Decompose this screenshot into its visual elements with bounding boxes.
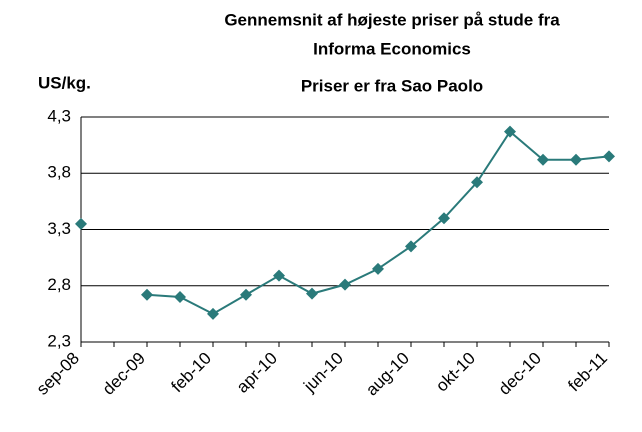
data-point xyxy=(273,269,285,282)
data-point xyxy=(306,287,318,300)
data-point xyxy=(174,291,186,303)
y-tick-label: 4,3 xyxy=(47,106,71,125)
data-point xyxy=(372,262,384,275)
x-tick-label: dec-09 xyxy=(99,349,149,399)
data-point xyxy=(504,125,516,138)
chart-title: Gennemsnit af højeste priser på stude fr… xyxy=(224,10,560,29)
data-point xyxy=(537,153,549,166)
data-point xyxy=(141,288,153,301)
x-tick-label: apr-10 xyxy=(233,349,281,397)
x-tick-label: jun-10 xyxy=(299,349,347,397)
x-tick-label: aug-10 xyxy=(362,349,413,400)
data-point xyxy=(240,288,252,301)
x-tick-label: feb-11 xyxy=(564,349,611,396)
y-tick-label: 3,8 xyxy=(47,163,71,182)
y-tick-label: 2,8 xyxy=(47,275,71,294)
x-tick-label: okt-10 xyxy=(432,349,479,396)
y-axis-label: US/kg. xyxy=(38,73,91,92)
data-point xyxy=(438,212,450,225)
data-point xyxy=(570,153,582,166)
x-tick-label: feb-10 xyxy=(167,349,215,397)
data-point xyxy=(207,307,219,320)
x-tick-label: sep-08 xyxy=(33,349,83,399)
data-point xyxy=(339,278,351,291)
y-tick-label: 2,3 xyxy=(47,331,71,350)
chart-title: Priser er fra Sao Paolo xyxy=(301,76,483,95)
data-point xyxy=(603,150,615,163)
data-point xyxy=(75,217,87,230)
chart-title: Informa Economics xyxy=(313,39,471,58)
data-point xyxy=(405,240,417,253)
x-tick-label: dec-10 xyxy=(495,349,545,399)
data-point xyxy=(471,176,483,189)
y-tick-label: 3,3 xyxy=(47,219,71,238)
